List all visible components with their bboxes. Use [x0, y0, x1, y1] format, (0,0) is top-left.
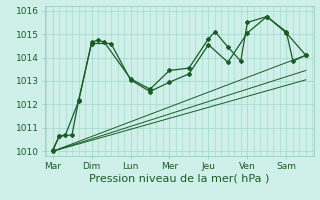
X-axis label: Pression niveau de la mer( hPa ): Pression niveau de la mer( hPa ): [89, 173, 269, 183]
